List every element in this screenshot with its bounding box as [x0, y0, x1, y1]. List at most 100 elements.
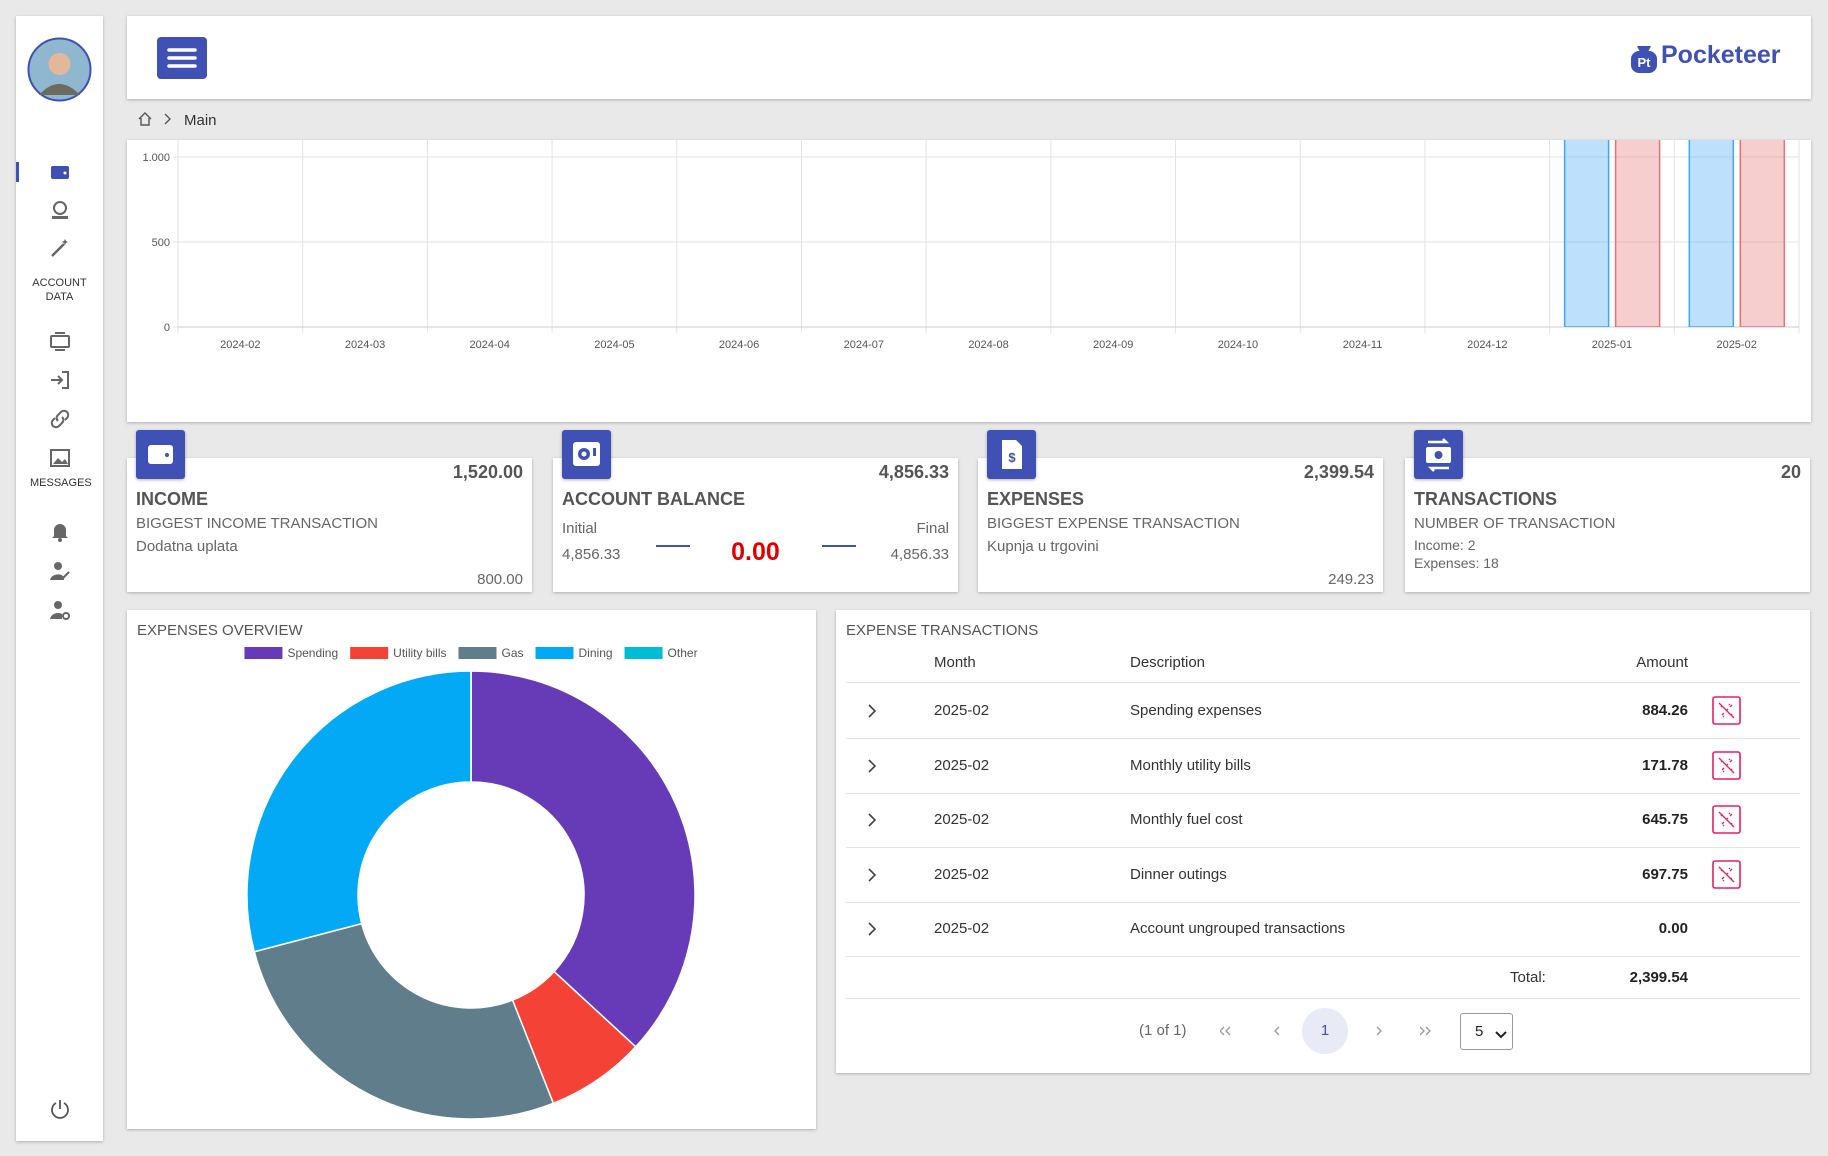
user-edit-icon[interactable]	[48, 559, 72, 583]
delete-button[interactable]	[1712, 805, 1741, 839]
card-line: Income: 2	[1414, 537, 1476, 553]
panel-title: EXPENSES OVERVIEW	[137, 622, 303, 639]
row-divider	[846, 998, 1800, 999]
x-tick-label: 2025-02	[1716, 339, 1756, 351]
delete-button[interactable]	[1712, 696, 1741, 730]
user-settings-icon[interactable]	[48, 598, 72, 622]
sidebar: ACCOUNT DATA MESSAGES	[16, 16, 103, 1141]
card-value: 20	[1780, 462, 1801, 482]
prev-page[interactable]	[1272, 1023, 1284, 1044]
legend: Spending Utility bills Gas Dining Other	[244, 646, 698, 660]
card: 4,856.33 ACCOUNT BALANCE Initial 4,856.33 Fi…	[553, 430, 958, 592]
expand-toggle[interactable]	[864, 866, 880, 889]
y-tick-label: 1.000	[142, 152, 170, 164]
card-amount: 800.00	[477, 571, 523, 588]
cell-month: 2025-02	[934, 920, 990, 938]
pie-slice	[246, 670, 472, 953]
legend-swatch	[624, 647, 663, 659]
card-title: EXPENSES	[987, 489, 1085, 509]
dash	[822, 545, 856, 547]
page-button[interactable]: 1	[1302, 1008, 1348, 1054]
cell-description: Monthly utility bills	[1130, 756, 1251, 774]
pie-slice	[470, 670, 696, 1048]
bar-chart: 0 500 1.000 2024-02 2024-03 2024-04 2024-05 202…	[142, 140, 1800, 351]
row-divider	[846, 847, 1800, 849]
card-icon	[136, 430, 185, 479]
svg-text:$: $	[1008, 450, 1016, 465]
breadcrumb-icons[interactable]	[137, 111, 173, 127]
first-page[interactable]	[1219, 1023, 1232, 1044]
card: 1,520.00 INCOME BIGGEST INCOME TRANSACTION…	[127, 430, 532, 592]
expand-toggle[interactable]	[864, 702, 880, 725]
final-label: Final	[916, 520, 949, 537]
income-icon[interactable]	[48, 198, 72, 222]
cell-amount: 171.78	[1642, 756, 1688, 774]
legend-swatch	[458, 647, 497, 659]
legend-label: Other	[668, 646, 698, 660]
x-tick-label: 2024-10	[1218, 339, 1258, 351]
difference: 0.00	[731, 538, 780, 566]
section-label: MESSAGES	[30, 477, 92, 489]
breadcrumb-current: Main	[184, 112, 217, 129]
last-page[interactable]	[1419, 1023, 1432, 1044]
x-tick-label: 2024-06	[719, 339, 759, 351]
delete-button[interactable]	[1712, 750, 1741, 785]
card-icon: $	[987, 430, 1036, 479]
bar	[1614, 140, 1661, 327]
bell-icon[interactable]	[48, 519, 72, 543]
magic-icon[interactable]	[48, 236, 72, 260]
legend-label: Dining	[579, 646, 613, 660]
bar	[1688, 140, 1735, 327]
expand-toggle[interactable]	[864, 811, 880, 834]
link-icon[interactable]	[48, 407, 72, 431]
legend-swatch	[244, 647, 283, 659]
pie-slice	[253, 922, 555, 1120]
row-divider	[846, 956, 1800, 958]
dash	[656, 545, 690, 547]
card-subtitle: BIGGEST EXPENSE TRANSACTION	[987, 515, 1240, 532]
power-icon[interactable]	[48, 1097, 72, 1121]
import-icon[interactable]	[48, 368, 72, 392]
avatar[interactable]	[27, 37, 92, 102]
final-value: 4,856.33	[890, 546, 949, 563]
expenses-overview: EXPENSES OVERVIEW Spending Utility bills G…	[127, 610, 816, 1129]
column-header: Month	[934, 654, 976, 671]
cell-month: 2025-02	[934, 702, 990, 719]
row-divider	[846, 682, 1800, 683]
gallery-icon[interactable]	[48, 446, 72, 470]
card-subtitle: BIGGEST INCOME TRANSACTION	[136, 515, 378, 532]
card-subtitle: NUMBER OF TRANSACTION	[1414, 515, 1616, 532]
card-icon	[1414, 430, 1463, 479]
initial-value: 4,856.33	[562, 546, 621, 563]
legend-swatch	[350, 647, 389, 659]
cell-description: Spending expenses	[1130, 702, 1262, 719]
next-page[interactable]	[1374, 1023, 1386, 1044]
x-tick-label: 2024-03	[345, 339, 385, 351]
wallet-icon[interactable]	[48, 160, 72, 184]
cell-description: Account ungrouped transactions	[1130, 920, 1346, 938]
bars	[1563, 140, 1786, 327]
x-tick-label: 2024-02	[220, 339, 260, 351]
delete-button[interactable]	[1712, 859, 1741, 894]
x-tick-label: 2024-08	[968, 339, 1008, 351]
transfer-icon[interactable]	[48, 329, 72, 353]
active-indicator	[16, 162, 19, 182]
menu-button[interactable]	[157, 37, 207, 79]
brand[interactable]: Pocketeer	[1661, 41, 1781, 69]
legend-label: Utility bills	[393, 646, 446, 660]
card-detail: Kupnja u trgovini	[987, 538, 1099, 555]
x-tick-label: 2024-12	[1467, 339, 1507, 351]
expand-toggle[interactable]	[864, 757, 880, 780]
dropdown-arrow	[1495, 1027, 1507, 1045]
card-title: TRANSACTIONS	[1414, 489, 1557, 509]
card-value: 4,856.33	[878, 462, 949, 482]
cell-amount: 645.75	[1642, 811, 1688, 829]
initial-label: Initial	[562, 520, 598, 537]
bar	[1563, 140, 1610, 327]
row-divider	[846, 901, 1800, 903]
expand-toggle[interactable]	[864, 920, 880, 943]
page-size-select[interactable]: 5	[1460, 1013, 1513, 1050]
section-label: ACCOUNT DATA	[32, 277, 87, 303]
x-tick-label: 2024-09	[1093, 339, 1133, 351]
column-header: Description	[1130, 654, 1206, 671]
